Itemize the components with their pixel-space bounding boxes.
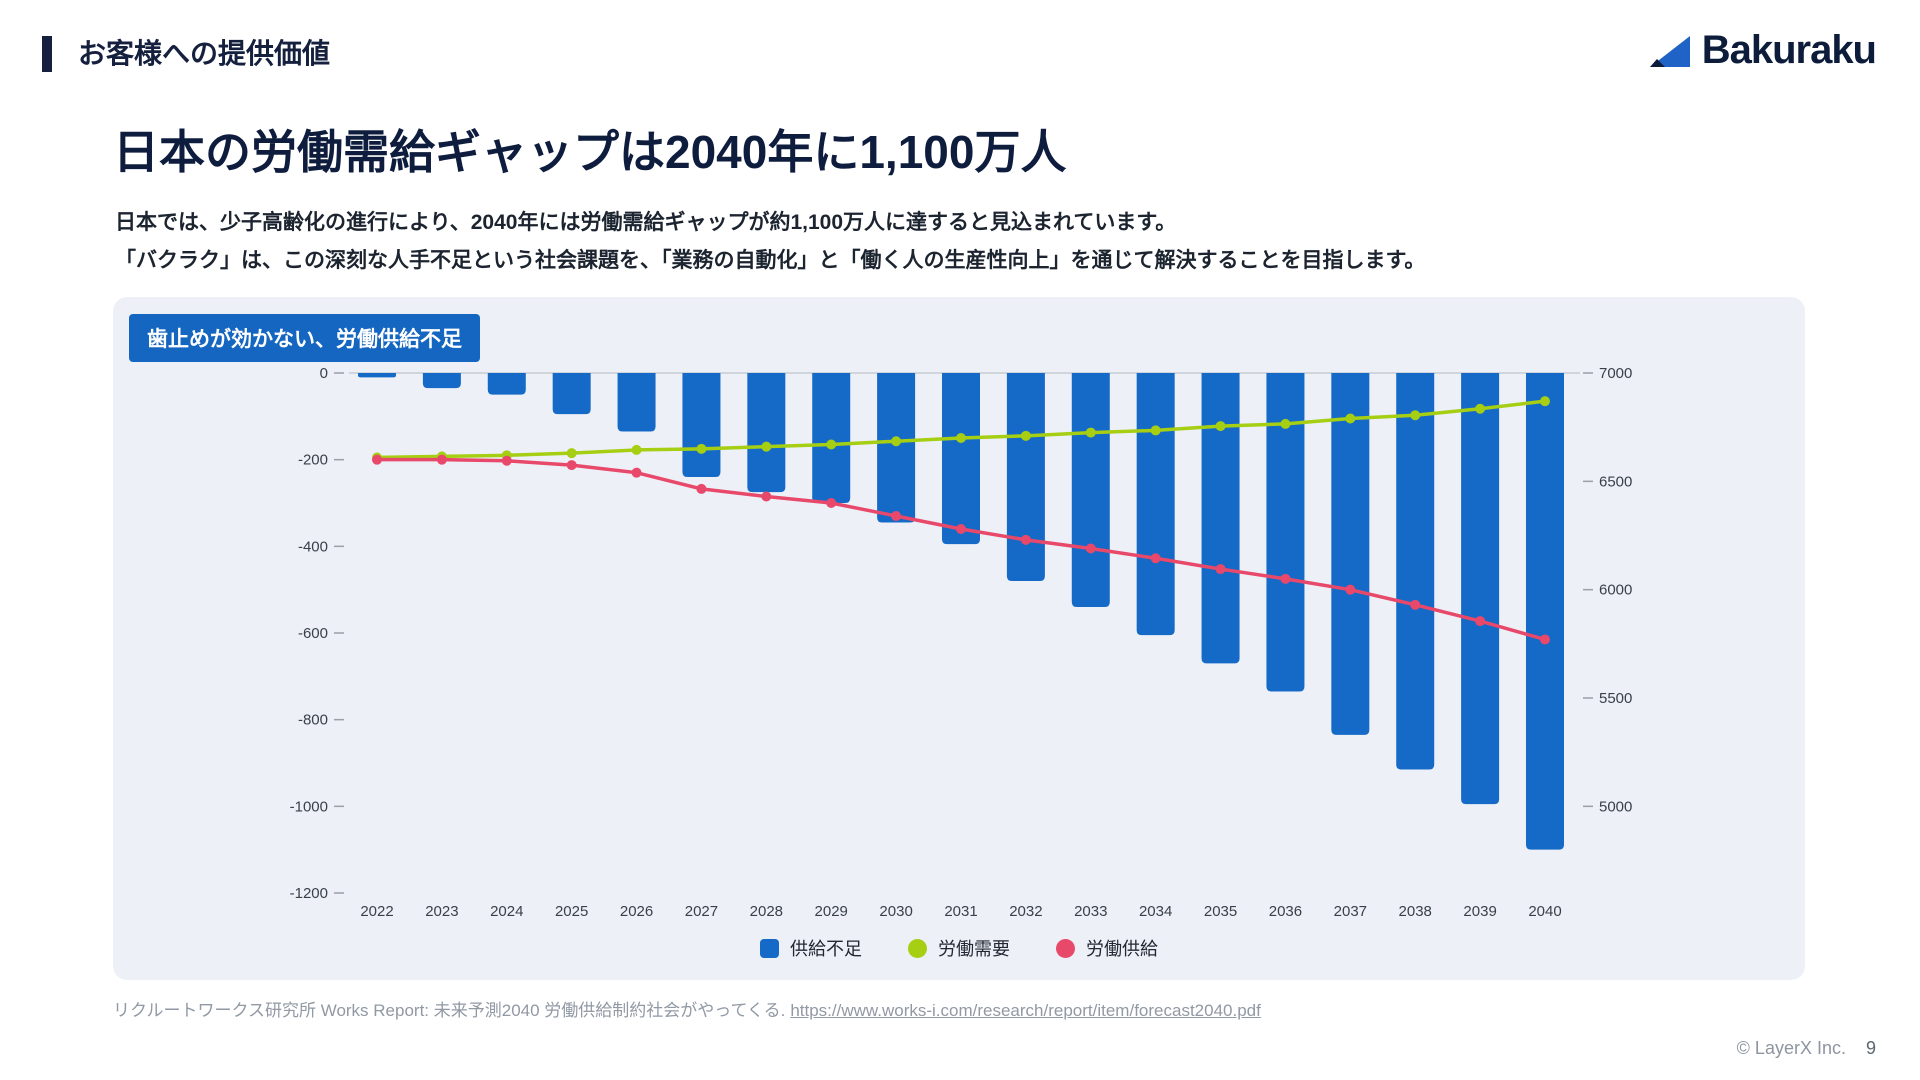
- svg-text:0: 0: [320, 365, 328, 382]
- bakuraku-logo-icon: [1649, 35, 1690, 67]
- svg-text:2031: 2031: [944, 903, 977, 920]
- svg-text:2023: 2023: [425, 903, 458, 920]
- svg-text:2028: 2028: [750, 903, 783, 920]
- page-title: 日本の労働需給ギャップは2040年に1,100万人: [113, 126, 1067, 178]
- legend-swatch-square: [760, 938, 779, 958]
- svg-text:5000: 5000: [1599, 798, 1632, 815]
- svg-text:2026: 2026: [620, 903, 653, 920]
- chart-badge: 歯止めが効かない、労働供給不足: [129, 314, 480, 362]
- svg-text:2025: 2025: [555, 903, 588, 920]
- svg-text:2036: 2036: [1269, 903, 1302, 920]
- svg-text:-400: -400: [298, 538, 328, 555]
- svg-text:2032: 2032: [1009, 903, 1042, 920]
- svg-text:6500: 6500: [1599, 473, 1632, 490]
- svg-text:-1200: -1200: [290, 885, 328, 902]
- legend-swatch-circle: [908, 938, 927, 958]
- svg-text:2038: 2038: [1399, 903, 1432, 920]
- svg-text:2030: 2030: [879, 903, 912, 920]
- legend-label: 供給不足: [790, 939, 862, 959]
- section-accent-bar: [42, 36, 52, 72]
- svg-text:2033: 2033: [1074, 903, 1107, 920]
- legend-item: 労働供給: [1056, 935, 1158, 961]
- legend-swatch-circle: [1056, 938, 1075, 958]
- svg-text:2039: 2039: [1463, 903, 1496, 920]
- svg-text:-1000: -1000: [290, 798, 328, 815]
- chart-card: 歯止めが効かない、労働供給不足 0 -200 -400 -600 -800 -1000 -1…: [113, 297, 1805, 980]
- svg-text:2034: 2034: [1139, 903, 1172, 920]
- body-paragraph: 日本では、少子高齢化の進行により、2040年には労働需給ギャップが約1,100万…: [115, 204, 1425, 280]
- svg-text:-800: -800: [298, 712, 328, 729]
- svg-text:7000: 7000: [1599, 365, 1632, 382]
- bakuraku-logo-text: Bakuraku: [1701, 28, 1877, 72]
- legend-item: 供給不足: [760, 935, 862, 961]
- svg-text:2022: 2022: [360, 903, 393, 920]
- svg-text:6000: 6000: [1599, 582, 1632, 599]
- bakuraku-logo: Bakuraku: [1648, 28, 1877, 73]
- svg-text:-200: -200: [298, 452, 328, 469]
- source-link[interactable]: https://www.works-i.com/research/report/…: [790, 1001, 1261, 1020]
- svg-text:2027: 2027: [685, 903, 718, 920]
- body-line-2: 「バクラク」は、この深刻な人手不足という社会課題を、「業務の自動化」と「働く人の…: [115, 249, 1426, 272]
- svg-text:5500: 5500: [1599, 690, 1632, 707]
- body-line-1: 日本では、少子高齢化の進行により、2040年には労働需給ギャップが約1,100万…: [115, 211, 1177, 234]
- section-title: お客様への提供価値: [78, 38, 331, 69]
- svg-text:2024: 2024: [490, 903, 523, 920]
- page-number: 9: [1865, 1038, 1876, 1058]
- svg-text:2029: 2029: [815, 903, 848, 920]
- legend-label: 労働供給: [1086, 939, 1158, 959]
- svg-text:2035: 2035: [1204, 903, 1237, 920]
- svg-text:2040: 2040: [1528, 903, 1561, 920]
- source-note: リクルートワークス研究所 Works Report: 未来予測2040 労働供給…: [113, 996, 1261, 1021]
- legend-item: 労働需要: [908, 935, 1010, 961]
- source-text: リクルートワークス研究所 Works Report: 未来予測2040 労働供給…: [113, 1001, 786, 1020]
- chart-legend: 供給不足 労働需要 労働供給: [113, 935, 1805, 961]
- copyright-text: © LayerX Inc.: [1736, 1038, 1846, 1058]
- labor-gap-chart: 0 -200 -400 -600 -800 -1000 -1200 7000 6500 6000 5…: [290, 365, 1633, 920]
- copyright: © LayerX Inc. 9: [1737, 1038, 1876, 1059]
- legend-label: 労働需要: [938, 939, 1010, 959]
- svg-text:2037: 2037: [1334, 903, 1367, 920]
- svg-text:-600: -600: [298, 625, 328, 642]
